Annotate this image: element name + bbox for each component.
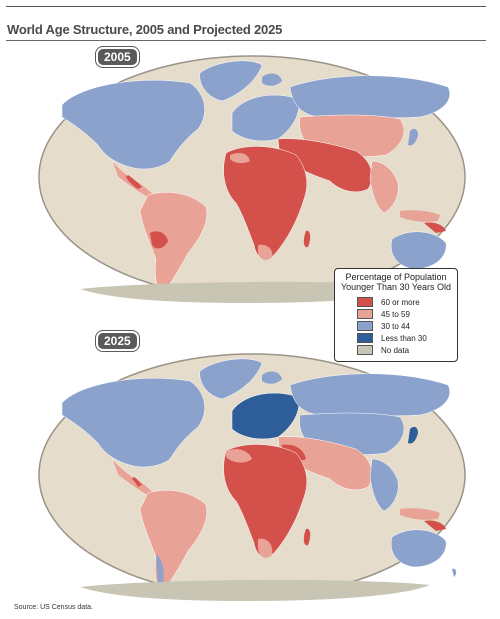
top-rule <box>6 6 486 7</box>
legend-label: 30 to 44 <box>381 321 410 331</box>
southeast-asia <box>369 160 399 214</box>
legend-label: 45 to 59 <box>381 309 410 319</box>
greenland <box>199 60 263 102</box>
legend-swatch <box>357 297 373 307</box>
south-asia <box>277 138 373 192</box>
legend-item: 60 or more <box>357 296 457 308</box>
europe <box>231 94 300 142</box>
japan <box>408 426 418 444</box>
legend-title-line1: Percentage of Population <box>345 272 447 282</box>
legend-swatch <box>357 321 373 331</box>
legend-item: Less than 30 <box>357 332 457 344</box>
europe <box>231 392 300 440</box>
japan <box>408 128 418 146</box>
year-tag-2025: 2025 <box>96 331 139 351</box>
north-asia <box>289 75 450 119</box>
legend-label: 60 or more <box>381 297 420 307</box>
legend-swatch <box>357 333 373 343</box>
source-note: Source: US Census data. <box>14 604 93 611</box>
australia <box>390 529 447 568</box>
legend-item: 45 to 59 <box>357 308 457 320</box>
legend-title-line2: Younger Than 30 Years Old <box>340 282 452 292</box>
south-asia <box>277 436 373 490</box>
north-asia <box>289 373 450 417</box>
title-rule <box>6 40 486 41</box>
north-america <box>61 80 205 170</box>
legend-swatch <box>357 345 373 355</box>
legend-label: No data <box>381 345 410 355</box>
legend-label: Less than 30 <box>381 333 427 343</box>
australia <box>390 231 447 270</box>
legend-title: Percentage of Population Younger Than 30… <box>337 272 455 292</box>
north-america <box>61 378 205 468</box>
africa <box>223 444 307 557</box>
page-title: World Age Structure, 2005 and Projected … <box>7 22 283 37</box>
antarctica <box>80 579 430 601</box>
africa <box>223 146 307 259</box>
greenland <box>199 358 263 400</box>
south-america <box>139 490 208 596</box>
southeast-asia <box>369 458 399 512</box>
south-america <box>139 192 208 298</box>
madagascar <box>303 230 311 248</box>
legend-item: 30 to 44 <box>357 320 457 332</box>
map-legend: Percentage of Population Younger Than 30… <box>334 268 458 362</box>
map-2025 <box>38 353 466 601</box>
legend-item: No data <box>357 344 457 356</box>
year-tag-2005: 2005 <box>96 47 139 67</box>
legend-swatch <box>357 309 373 319</box>
madagascar <box>303 528 311 546</box>
